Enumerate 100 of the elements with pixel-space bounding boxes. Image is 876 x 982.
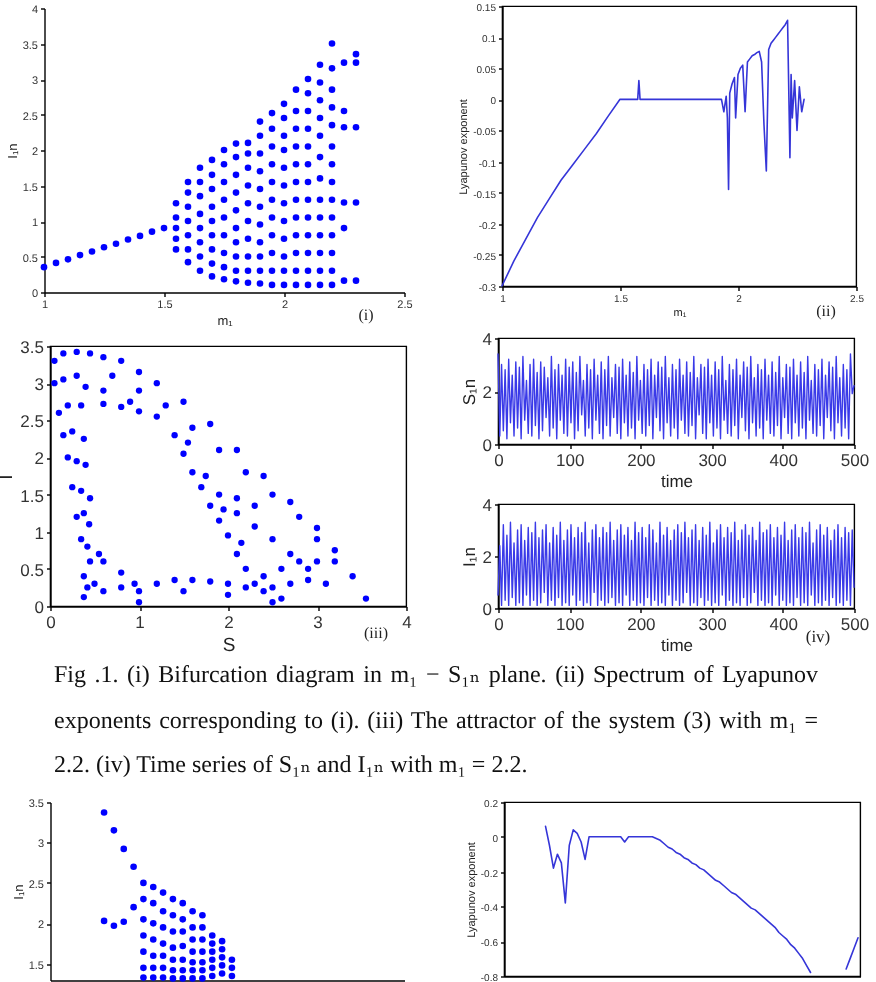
point [179, 916, 187, 923]
point [149, 952, 157, 960]
point [169, 895, 177, 903]
y-tick-label: 1 [34, 522, 45, 543]
point [189, 966, 196, 974]
point [130, 863, 137, 871]
point [208, 964, 216, 972]
point [159, 974, 167, 981]
x-tick-label: 500 [840, 614, 870, 634]
point [218, 954, 226, 961]
point [228, 972, 236, 980]
point [179, 928, 187, 935]
point [199, 936, 206, 943]
point [169, 966, 177, 974]
x-tick-label: 200 [627, 614, 657, 634]
y-tick-label: 3.5 [20, 337, 45, 357]
y-tick-label: 2 [482, 382, 493, 402]
x-tick-label: 3 [313, 612, 324, 632]
point [179, 899, 187, 907]
line-series [544, 825, 812, 974]
point [149, 974, 157, 981]
point [189, 924, 196, 931]
point [228, 964, 236, 972]
y-axis-title: I [0, 474, 19, 480]
x-tick-label: 100 [556, 614, 585, 634]
y-axis-title: I₁n [458, 546, 479, 567]
point [140, 932, 147, 939]
point [149, 964, 157, 972]
point [169, 928, 177, 935]
text: (iii) [364, 624, 389, 642]
point [159, 964, 167, 972]
x-tick-label: 200 [627, 450, 657, 470]
point [169, 956, 177, 964]
point [140, 879, 147, 887]
point [140, 916, 147, 923]
y-tick-label: 2 [482, 547, 493, 567]
text: Fig .1. (i) Bifurcation diagram in m₁ − S₁ₙ plane. (ii) Spectrum of Lyapunov exponents corresponding to (i). (iii) The attractor of the system (3) with m₁ = 2.2. (iv) Time series of S₁ₙ and I₁ₙ with m₁ = 2.2. [54, 660, 818, 778]
point [218, 945, 226, 953]
point [189, 936, 196, 943]
point [199, 958, 206, 966]
point [189, 948, 196, 955]
point [199, 966, 206, 974]
y-tick-label: 0.5 [20, 559, 45, 580]
y-tick-label: 0 [482, 599, 493, 619]
y-tick-label: 1.5 [20, 485, 45, 506]
point [149, 936, 157, 943]
x-axis-title: time [660, 635, 694, 655]
y-tick-label: 0 [482, 435, 493, 455]
point [100, 809, 108, 816]
point [199, 924, 206, 931]
point [159, 952, 167, 960]
text: (ii) [816, 302, 837, 320]
point [130, 903, 137, 911]
x-tick-label: 500 [840, 450, 870, 470]
point [218, 937, 226, 945]
point [159, 940, 167, 947]
y-tick-label: 4 [482, 329, 493, 349]
line-series [497, 353, 855, 440]
y-tick-label: 4 [482, 495, 493, 515]
point [140, 974, 147, 981]
y-axis-title: S₁n [458, 378, 479, 406]
point [228, 956, 236, 964]
point [208, 972, 216, 980]
point [169, 944, 177, 951]
point [189, 975, 196, 982]
point [179, 966, 187, 974]
point [120, 845, 128, 853]
point [140, 964, 147, 972]
point [149, 883, 157, 891]
point [199, 911, 206, 919]
x-tick-label: 300 [698, 450, 728, 470]
point [169, 975, 177, 982]
point [179, 942, 187, 950]
point [218, 970, 226, 977]
point [179, 956, 187, 964]
point [208, 940, 216, 947]
point [140, 895, 147, 903]
text: (i) [358, 306, 375, 324]
x-tick-label: 400 [769, 450, 799, 470]
x-tick-label: 2 [224, 612, 235, 632]
point [149, 920, 157, 927]
point [179, 975, 187, 982]
text: (iv) [805, 626, 831, 646]
x-tick-label: 300 [698, 614, 728, 634]
point [189, 958, 196, 966]
point [110, 827, 118, 834]
point [149, 899, 157, 907]
point [218, 962, 226, 969]
x-tick-label: 100 [556, 450, 585, 470]
point [189, 907, 196, 915]
x-axis-title: time [660, 471, 694, 491]
point [100, 917, 108, 925]
point [159, 924, 167, 931]
x-tick-label: 1 [135, 612, 146, 632]
point [208, 948, 216, 955]
point [120, 918, 128, 926]
point [199, 948, 206, 955]
point [159, 907, 167, 915]
point [208, 932, 216, 939]
line-series [501, 19, 805, 287]
